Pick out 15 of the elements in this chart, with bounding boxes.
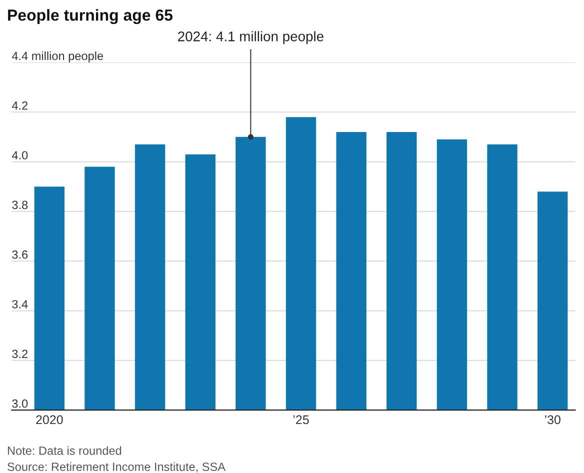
x-tick-label: ’30 — [545, 415, 560, 424]
y-tick-label: 3.2 — [12, 350, 28, 358]
text: Note: Data is rounded — [8, 446, 122, 455]
x-tick-label: 2020 — [36, 415, 63, 424]
y-tick-label: 4.4 million people — [12, 51, 104, 62]
y-tick-label: 4.0 — [12, 151, 28, 160]
y-tick-label: 4.2 — [12, 101, 28, 110]
annotation: 2024: 4.1 million people — [178, 31, 324, 44]
source-note: Source: Retirement Income Institute, SSA — [8, 462, 226, 472]
x-tick-label: ’25 — [293, 415, 309, 424]
y-tick-label: 3.4 — [12, 300, 28, 308]
y-tick-label: 3.0 — [12, 399, 28, 408]
y-tick-label: 3.6 — [12, 250, 28, 259]
y-tick-label: 3.8 — [12, 200, 28, 210]
chart-title: People turning age 65 — [8, 9, 173, 24]
